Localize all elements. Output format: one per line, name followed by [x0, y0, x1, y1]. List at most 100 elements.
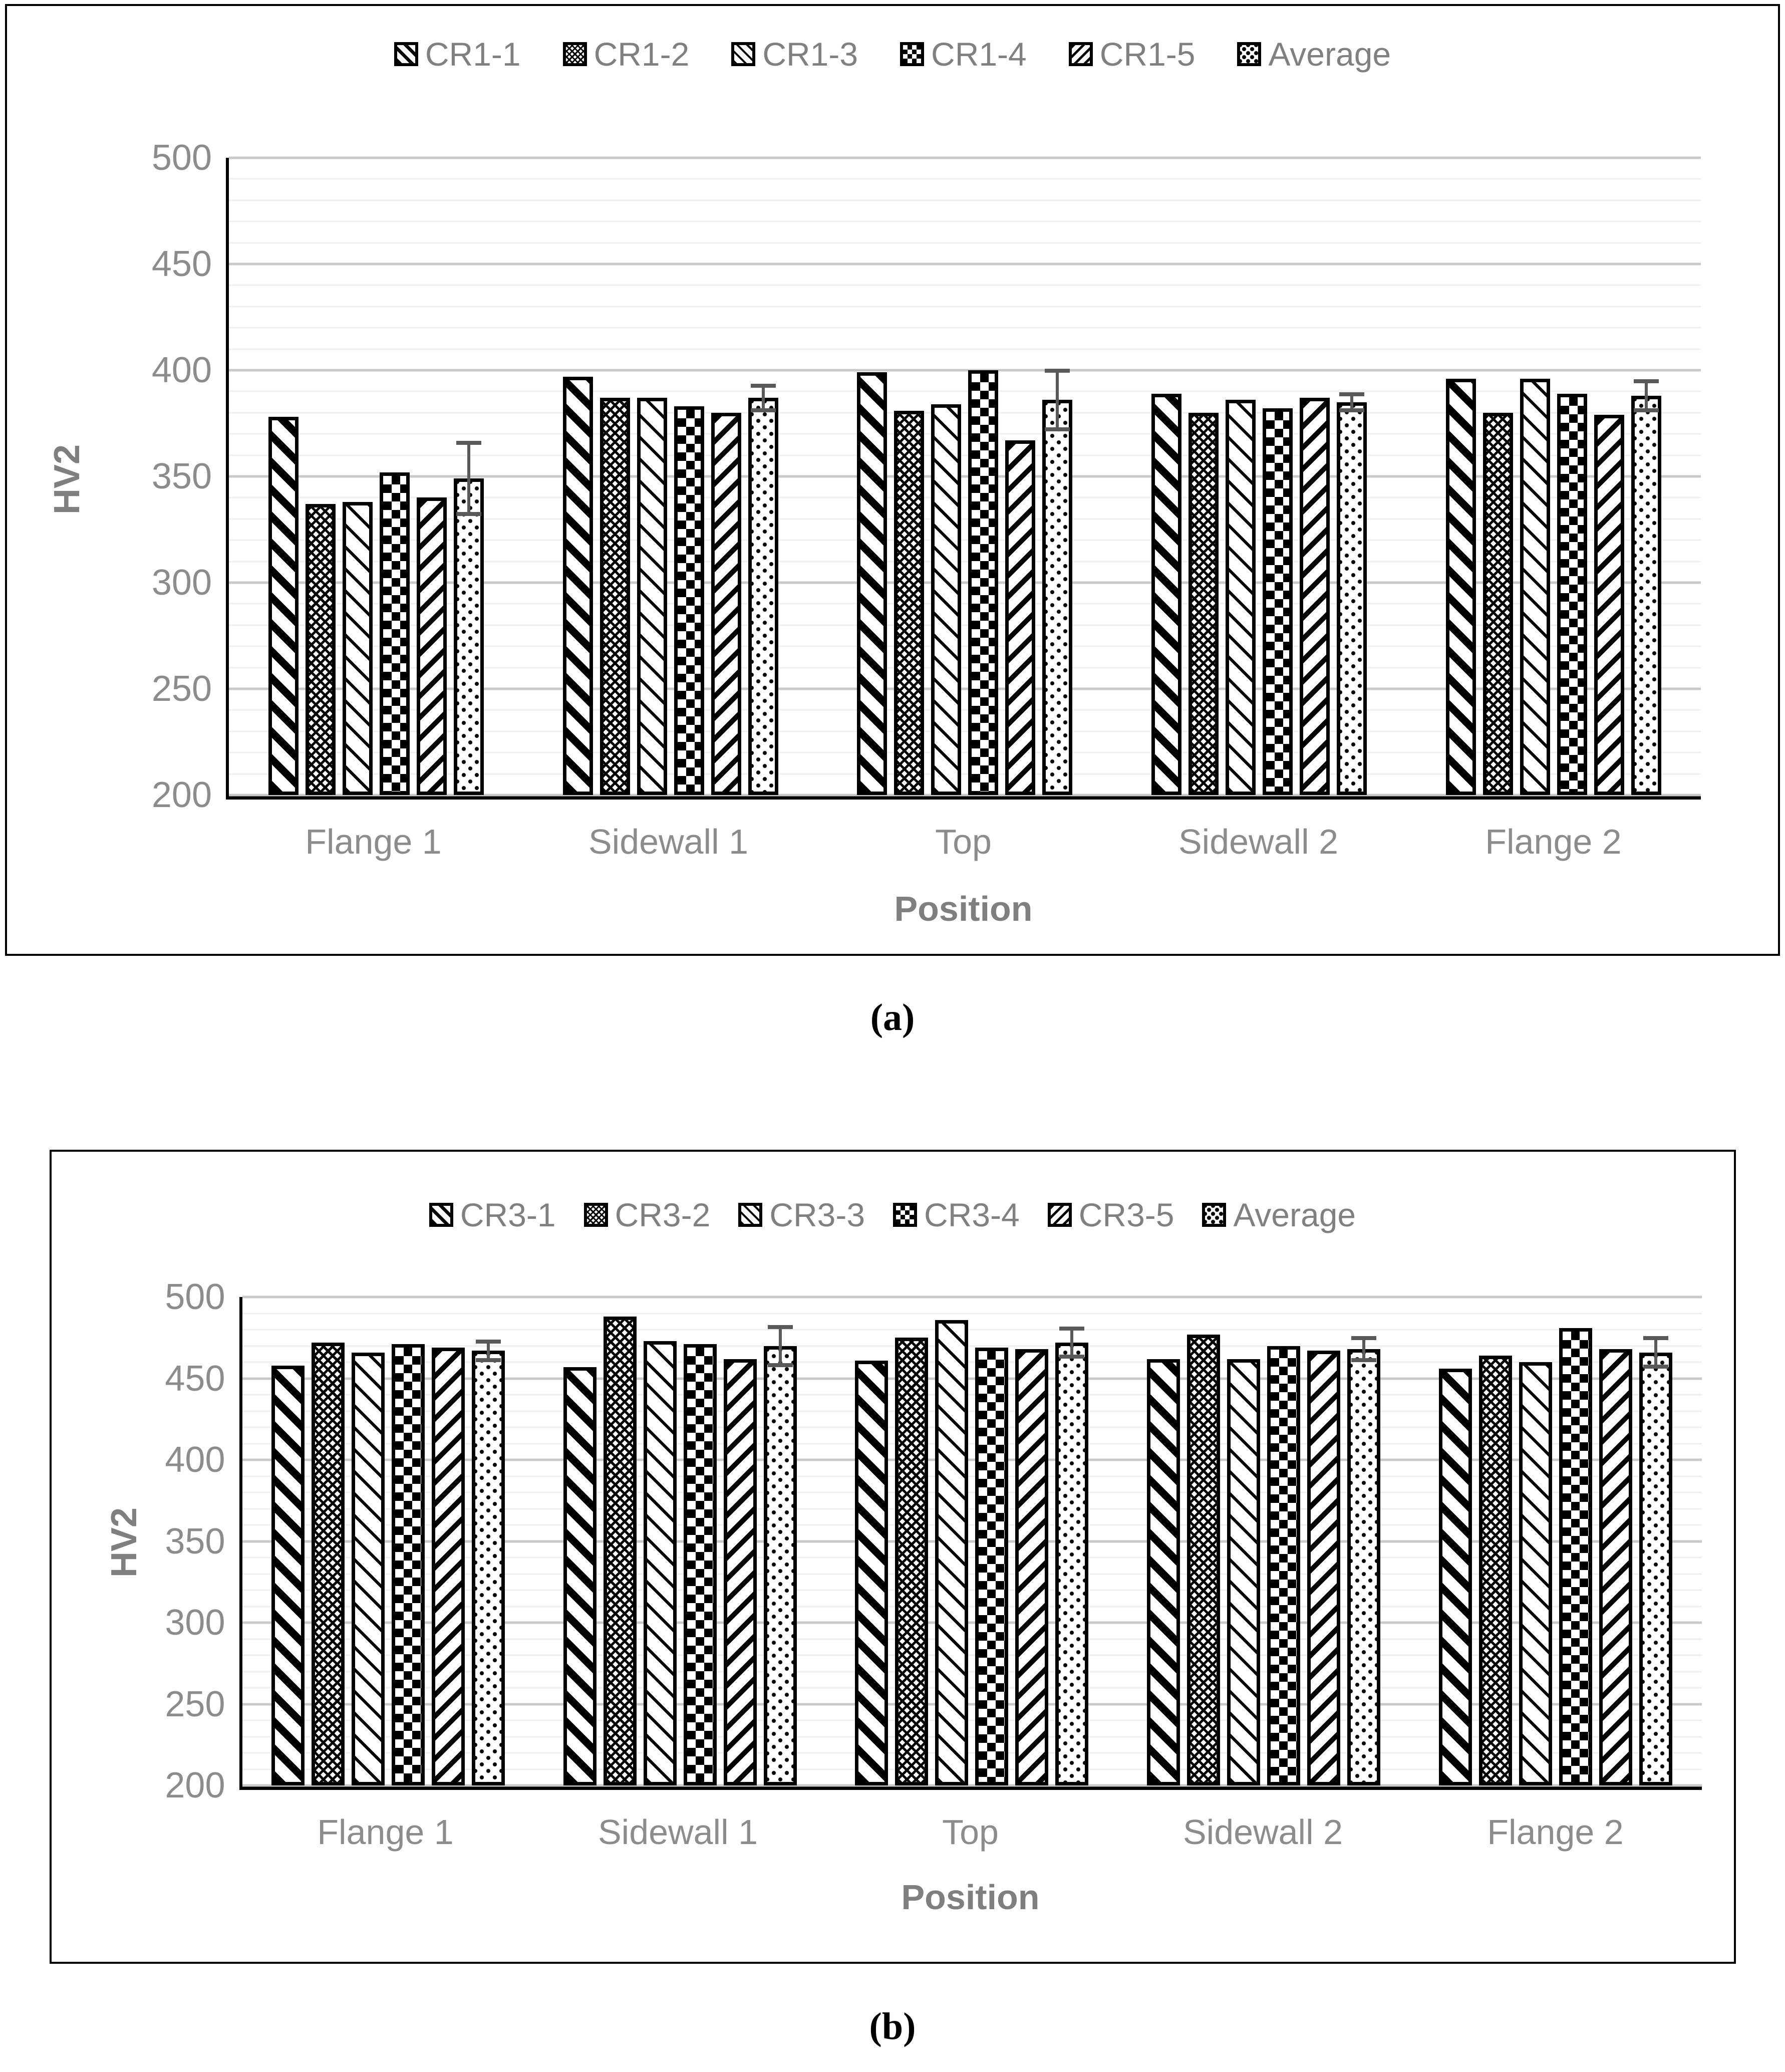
- bar-slot: [857, 158, 887, 795]
- bar-slot: [600, 158, 630, 795]
- legend-item-CR1-1: CR1-1: [394, 35, 521, 73]
- gridline-330: [242, 1573, 1702, 1575]
- gridline-370: [229, 433, 1701, 435]
- gridline-270: [229, 645, 1701, 647]
- gridline-320: [229, 539, 1701, 541]
- x-axis-category-labels: Flange 1 Sidewall 1 Top Sidewall 2 Flange 2: [239, 1812, 1702, 1852]
- bar-slot: [1631, 158, 1662, 795]
- gridline-200: [242, 1784, 1702, 1787]
- bar-Average-Sidewall 1: [748, 398, 778, 795]
- bar-CR1-4-Flange 1: [379, 472, 410, 795]
- bar-group-Sidewall 1: [523, 158, 818, 795]
- error-bar-Top: [1070, 1328, 1074, 1358]
- legend-item-Average: Average: [1202, 1196, 1356, 1234]
- bar-slot: [1594, 158, 1625, 795]
- bar-slot: [1015, 1297, 1049, 1785]
- bar-slot: [763, 1297, 797, 1785]
- bar-CR3-2-Flange 1: [311, 1343, 345, 1785]
- gridline-240: [229, 709, 1701, 711]
- bar-slot: [683, 1297, 717, 1785]
- bar-slot: [379, 158, 410, 795]
- gridline-360: [229, 454, 1701, 456]
- gridline-460: [242, 1361, 1702, 1363]
- gridline-220: [229, 751, 1701, 753]
- gridline-450: [242, 1377, 1702, 1380]
- bar-group-Sidewall 2: [1118, 1297, 1410, 1785]
- y-tick-label: 500: [165, 1277, 225, 1317]
- x-axis-category-labels: Flange 1 Sidewall 1 Top Sidewall 2 Flange 2: [226, 822, 1701, 862]
- bar-slot: [1227, 1297, 1261, 1785]
- x-axis-title: Position: [894, 889, 1033, 928]
- gridline-240: [242, 1719, 1702, 1721]
- bar-CR1-2-Flange 1: [305, 504, 336, 795]
- bar-CR1-5-Flange 1: [416, 497, 447, 795]
- gridline-480: [242, 1329, 1702, 1331]
- error-bar-Sidewall 2: [1350, 393, 1354, 411]
- bar-slot: [453, 158, 484, 795]
- gridline-340: [229, 496, 1701, 498]
- dotted-icon: [1202, 1203, 1227, 1227]
- gridline-250: [229, 687, 1701, 690]
- bar-CR3-2-Sidewall 1: [603, 1317, 637, 1785]
- bar-groups: [229, 158, 1701, 795]
- gridline-410: [229, 348, 1701, 350]
- bar-slot: [562, 158, 593, 795]
- bold-diagonal-stripe-icon: [429, 1203, 453, 1227]
- bar-slot: [563, 1297, 597, 1785]
- gridline-440: [242, 1394, 1702, 1396]
- bar-slot: [637, 158, 667, 795]
- bar-CR3-3-Sidewall 1: [643, 1341, 677, 1785]
- bar-slot: [1188, 158, 1219, 795]
- bar-CR3-3-Top: [935, 1320, 969, 1785]
- bar-CR3-1-Top: [855, 1360, 888, 1785]
- bar-slot: [431, 1297, 465, 1785]
- bar-CR3-4-Flange 2: [1559, 1328, 1593, 1785]
- checkerboard-icon: [900, 42, 925, 66]
- gridline-210: [229, 773, 1701, 775]
- bar-CR1-4-Sidewall 2: [1263, 408, 1293, 795]
- y-tick-label: 300: [151, 563, 212, 603]
- bar-CR3-3-Sidewall 2: [1227, 1359, 1261, 1785]
- bar-slot: [1263, 158, 1293, 795]
- legend-label: CR3-3: [769, 1196, 865, 1233]
- x-category-Top: Top: [942, 1812, 999, 1852]
- gridline-500: [242, 1296, 1702, 1299]
- bar-group-Flange 1: [242, 1297, 534, 1785]
- gridline-470: [229, 220, 1701, 222]
- error-bar-Sidewall 1: [778, 1326, 782, 1366]
- bar-group-Flange 2: [1410, 1297, 1702, 1785]
- legend-item-CR3-4: CR3-4: [893, 1196, 1020, 1234]
- gridline-490: [242, 1313, 1702, 1314]
- legend-item-CR3-1: CR3-1: [429, 1196, 556, 1234]
- legend-label: Average: [1233, 1196, 1356, 1233]
- x-category-Sidewall 2: Sidewall 2: [1182, 1812, 1343, 1852]
- plot-area: 200 250 300 350 400 450 500: [165, 1279, 1702, 1803]
- bar-slot: [855, 1297, 888, 1785]
- legend-label: CR1-1: [425, 36, 521, 73]
- gridline-370: [242, 1508, 1702, 1509]
- bar-slot: [268, 158, 299, 795]
- bar-CR3-4-Flange 1: [391, 1344, 425, 1785]
- y-tick-label: 350: [151, 456, 212, 496]
- bar-slot: [968, 158, 999, 795]
- gridline-410: [242, 1443, 1702, 1444]
- bar-CR1-4-Sidewall 1: [674, 406, 704, 795]
- bar-group-Top: [826, 1297, 1118, 1785]
- gridline-320: [242, 1589, 1702, 1591]
- bar-CR3-1-Sidewall 1: [563, 1367, 597, 1785]
- y-tick-label: 250: [151, 669, 212, 709]
- thin-diagonal-stripe-icon: [731, 42, 756, 66]
- legend-item-CR3-3: CR3-3: [738, 1196, 865, 1234]
- gridline-490: [229, 178, 1701, 180]
- gridline-450: [229, 263, 1701, 266]
- bar-slot: [1147, 1297, 1180, 1785]
- gridline-390: [242, 1475, 1702, 1477]
- gridline-460: [229, 242, 1701, 244]
- bar-CR3-5-Sidewall 1: [723, 1359, 757, 1785]
- bar-Average-Top: [1055, 1343, 1089, 1785]
- bar-Average-Sidewall 1: [763, 1346, 797, 1785]
- x-category-Flange 1: Flange 1: [317, 1812, 454, 1852]
- bar-CR3-4-Top: [975, 1347, 1009, 1785]
- bar-slot: [975, 1297, 1009, 1785]
- gridline-350: [229, 475, 1701, 478]
